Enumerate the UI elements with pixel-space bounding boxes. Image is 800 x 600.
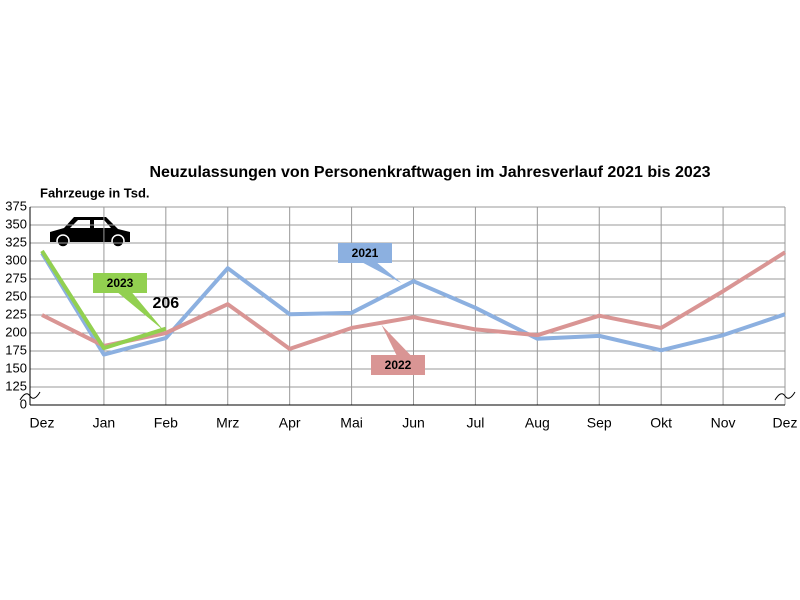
series-line	[40, 252, 786, 357]
y-tick-label: 125	[5, 378, 27, 393]
chart-title: Neuzulassungen von Personenkraftwagen im…	[149, 164, 710, 181]
x-tick-label: Jun	[402, 415, 425, 431]
x-tick-label: Feb	[154, 415, 178, 431]
y-tick-label: 150	[5, 360, 27, 375]
y-tick-label: 300	[5, 252, 27, 267]
data-label: 206	[152, 295, 179, 312]
callout-pointer	[118, 293, 164, 331]
y-tick-label: 200	[5, 324, 27, 339]
axis-break	[19, 391, 41, 401]
x-tick-label: Jan	[93, 415, 116, 431]
x-tick-label: Okt	[650, 415, 672, 431]
x-tick-label: Nov	[711, 415, 736, 431]
legend-label: 2021	[352, 246, 379, 260]
y-tick-label: 275	[5, 270, 27, 285]
x-tick-label: Dez	[773, 415, 798, 431]
callout-box	[338, 243, 392, 263]
axis-break	[774, 391, 796, 401]
y-tick-label: 250	[5, 288, 27, 303]
x-tick-label: Jul	[466, 415, 484, 431]
y-tick-label: 0	[20, 396, 27, 411]
x-tick-label: Mrz	[216, 415, 239, 431]
y-tick-label: 350	[5, 216, 27, 231]
callout-box	[371, 355, 425, 375]
x-tick-label: Aug	[525, 415, 550, 431]
y-axis-label: Fahrzeuge in Tsd.	[40, 185, 150, 200]
x-tick-label: Sep	[587, 415, 612, 431]
x-tick-label: Dez	[30, 415, 55, 431]
callout-box	[93, 273, 147, 293]
x-tick-label: Apr	[279, 415, 301, 431]
y-tick-label: 225	[5, 306, 27, 321]
callout-pointer	[381, 324, 411, 355]
series-line	[40, 249, 167, 351]
legend-label: 2022	[385, 358, 412, 372]
series-line	[41, 250, 787, 351]
y-tick-label: 175	[5, 342, 27, 357]
y-tick-label: 325	[5, 234, 27, 249]
car-icon	[50, 217, 130, 248]
legend-label: 2023	[107, 276, 134, 290]
x-tick-label: Mai	[340, 415, 363, 431]
callout-pointer	[363, 263, 402, 284]
y-tick-label: 375	[5, 198, 27, 213]
